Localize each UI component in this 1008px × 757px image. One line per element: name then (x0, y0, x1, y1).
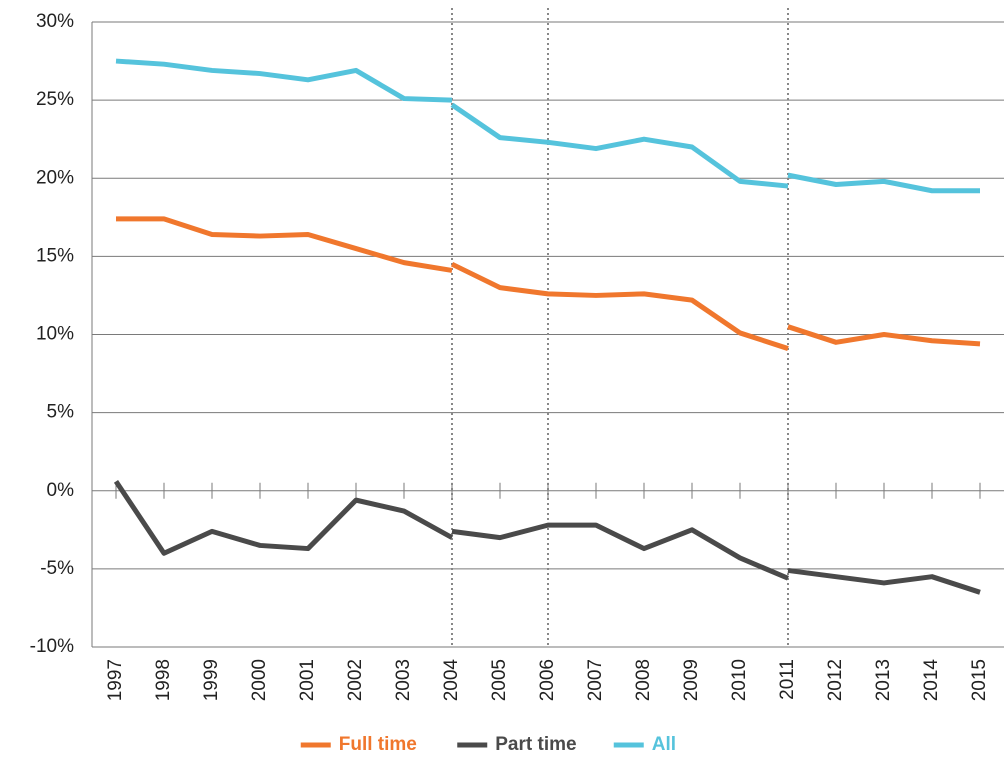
x-tick-label: 2010 (729, 659, 750, 701)
legend-label: Part time (495, 734, 576, 755)
y-tick-label: 10% (36, 324, 74, 345)
series-line (115, 58, 980, 194)
x-tick-label: 2002 (345, 659, 366, 701)
y-tick-label: 20% (36, 167, 74, 188)
y-tick-label: 15% (36, 245, 74, 266)
x-tick-label: 2007 (585, 659, 606, 701)
y-tick-label: 0% (47, 480, 75, 501)
y-tick-label: 30% (36, 11, 74, 32)
x-tick-label: 2015 (969, 659, 990, 701)
y-tick-label: -5% (40, 558, 74, 579)
x-tick-label: 2000 (249, 659, 270, 701)
x-tick-label: 1997 (105, 659, 126, 701)
legend-label: All (652, 734, 676, 755)
x-tick-label: 1999 (201, 659, 222, 701)
series-line (113, 479, 981, 595)
x-tick-label: 2008 (633, 659, 654, 701)
series-line (116, 216, 981, 351)
x-tick-label: 2014 (921, 659, 942, 702)
x-tick-label: 2001 (297, 659, 318, 701)
x-tick-label: 2009 (681, 659, 702, 701)
x-tick-label: 2012 (825, 659, 846, 701)
y-tick-label: -10% (30, 636, 74, 657)
x-tick-label: 2013 (873, 659, 894, 701)
x-tick-label: 2005 (489, 659, 510, 701)
x-tick-label: 2011 (777, 659, 798, 700)
x-tick-label: 2004 (441, 659, 462, 702)
y-tick-label: 5% (47, 402, 75, 423)
x-tick-label: 1998 (153, 659, 174, 701)
x-tick-label: 2003 (393, 659, 414, 701)
x-tick-label: 2006 (537, 659, 558, 701)
y-tick-label: 25% (36, 89, 74, 110)
legend-label: Full time (339, 734, 417, 755)
